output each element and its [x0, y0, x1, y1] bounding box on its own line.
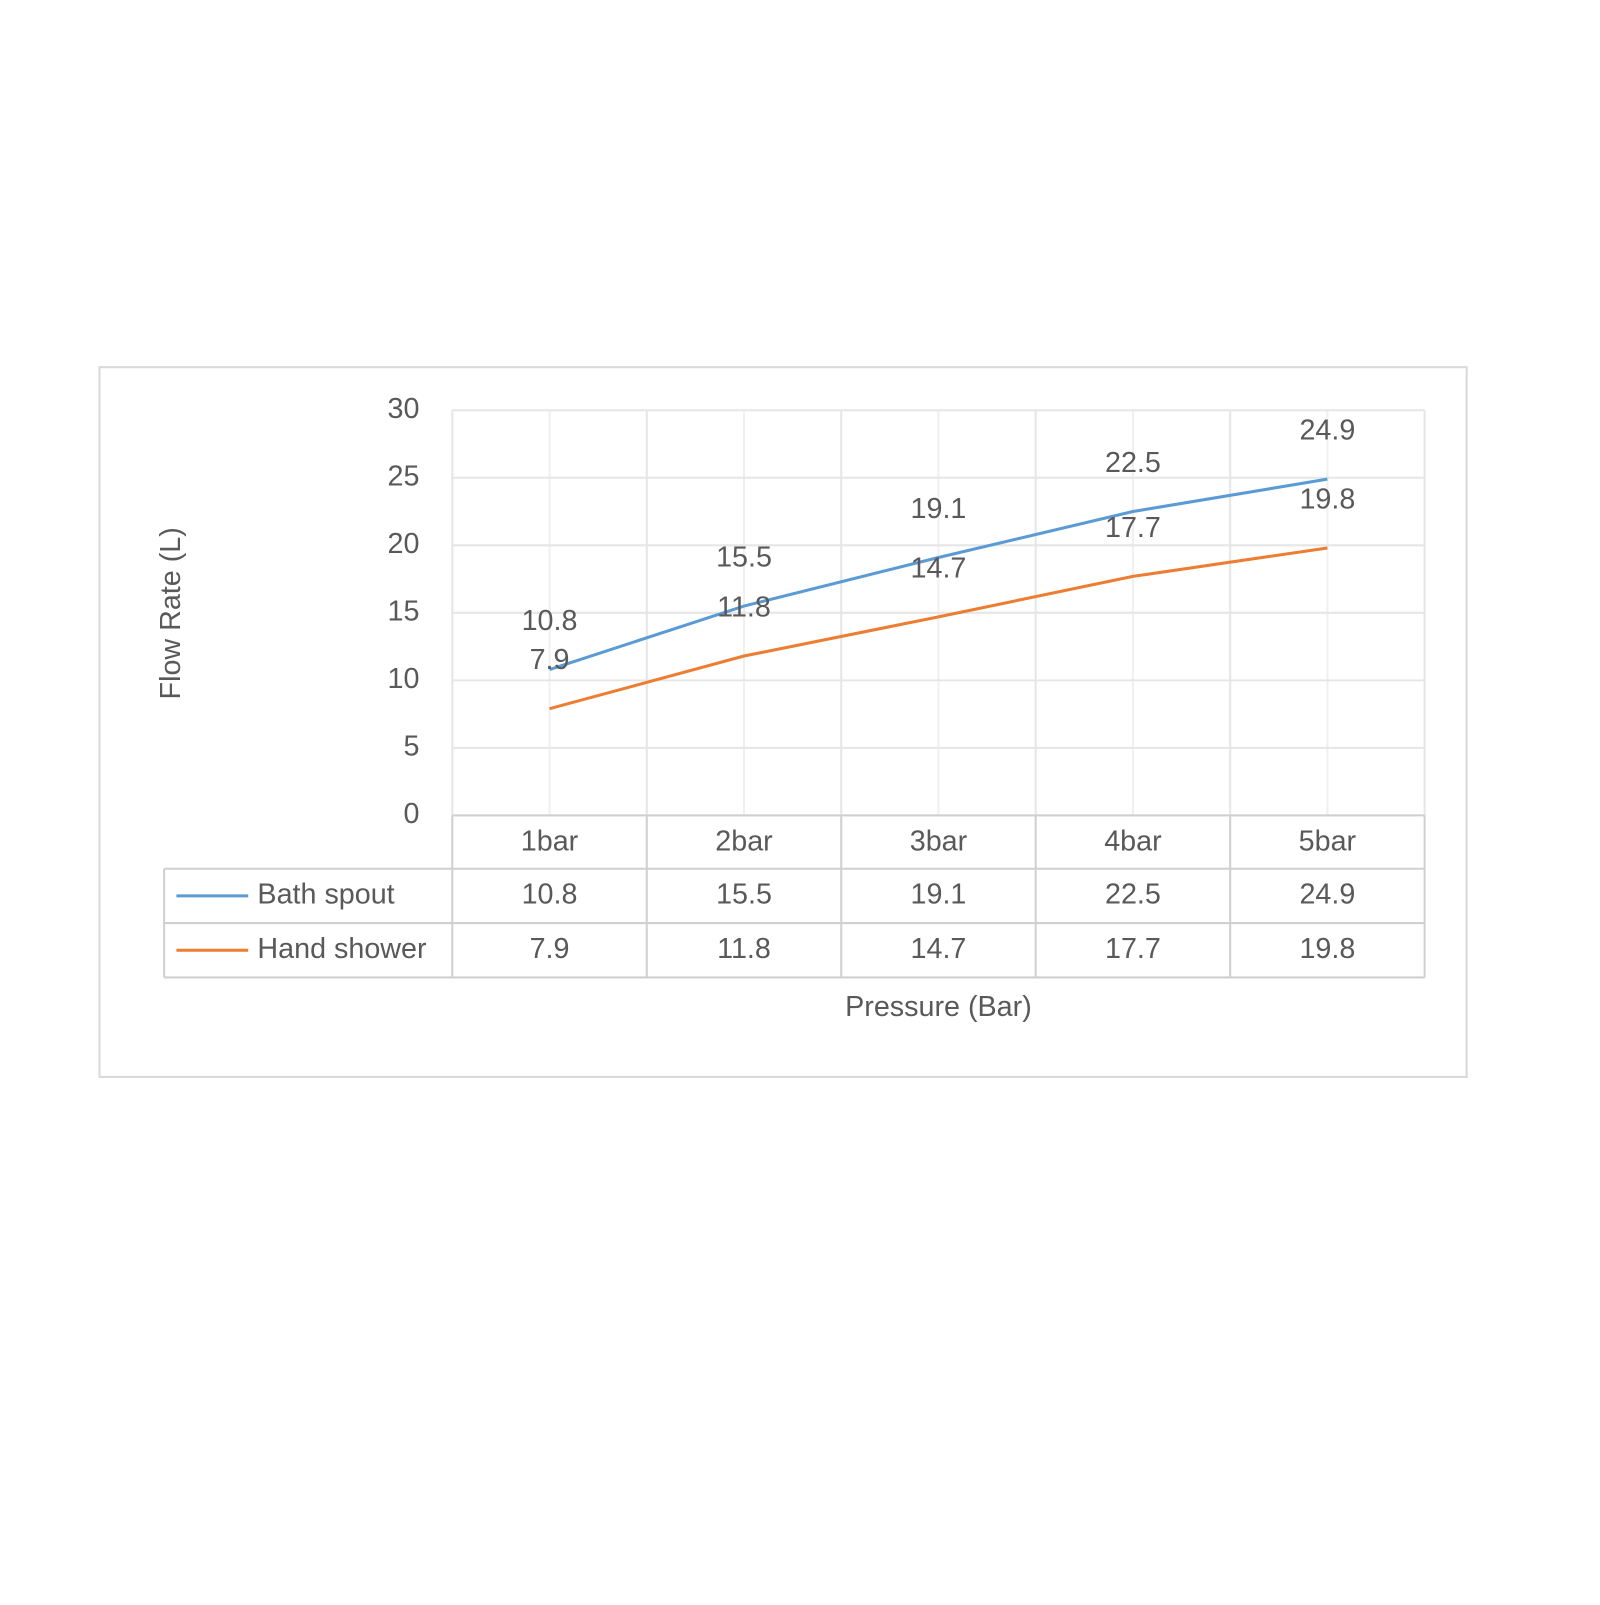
table-value: 19.1	[911, 878, 967, 910]
table-value: 10.8	[522, 878, 578, 910]
data-label: 10.8	[522, 605, 578, 637]
y-axis-title: Flow Rate (L)	[155, 527, 187, 699]
data-label: 17.7	[1105, 512, 1161, 544]
x-tick-label: 3bar	[910, 826, 968, 858]
data-label: 24.9	[1299, 415, 1355, 447]
x-tick-label: 1bar	[521, 826, 579, 858]
data-label: 19.1	[911, 493, 967, 525]
table-value: 11.8	[717, 933, 771, 965]
table-value: 7.9	[530, 933, 570, 965]
y-tick-label: 10	[388, 663, 420, 695]
table-value: 15.5	[716, 878, 772, 910]
data-label: 15.5	[716, 541, 772, 573]
series-line	[549, 477, 1328, 672]
legend-label: Hand shower	[257, 933, 427, 965]
y-tick-label: 5	[404, 730, 420, 762]
x-axis-title: Pressure (Bar)	[845, 991, 1032, 1023]
legend-label: Bath spout	[257, 878, 394, 910]
data-label: 22.5	[1105, 447, 1161, 479]
table-value: 22.5	[1105, 878, 1161, 910]
y-tick-label: 15	[388, 595, 420, 627]
x-tick-label: 4bar	[1104, 826, 1162, 858]
chart-frame	[98, 366, 1468, 1078]
y-tick-label: 30	[388, 393, 420, 425]
data-label: 11.8	[717, 591, 771, 623]
table-value: 19.8	[1299, 933, 1355, 965]
y-tick-label: 25	[388, 460, 420, 492]
data-label: 19.8	[1299, 483, 1355, 515]
x-tick-label: 5bar	[1299, 826, 1357, 858]
data-label: 7.9	[530, 644, 570, 676]
table-value: 24.9	[1299, 878, 1355, 910]
series-line	[549, 546, 1328, 711]
y-tick-label: 0	[404, 798, 420, 830]
x-tick-label: 2bar	[715, 826, 773, 858]
table-value: 14.7	[911, 933, 967, 965]
y-tick-label: 20	[388, 528, 420, 560]
data-label: 14.7	[911, 552, 967, 584]
table-value: 17.7	[1105, 933, 1161, 965]
